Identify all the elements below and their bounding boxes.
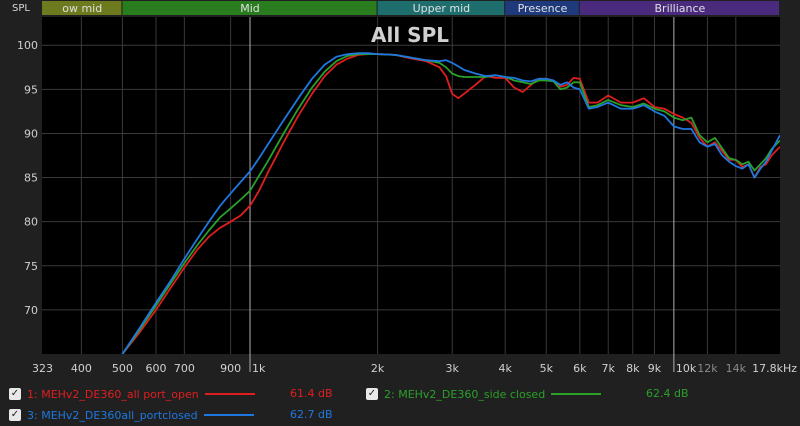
legend-label-series-2: 2: MEHv2_DE360_side closed [384, 387, 546, 401]
y-axis: 70 75 80 85 90 95 100 [17, 39, 38, 317]
x-tick-label-3k: 3k [446, 362, 460, 375]
checkbox-series-3[interactable]: ✓ [9, 409, 21, 421]
grid [42, 17, 780, 372]
band-3 [505, 1, 579, 15]
y-tick-label-70: 70 [24, 304, 38, 317]
legend-value-series-2: 62.4 dB [646, 387, 689, 400]
legend-value-series-3: 62.7 dB [290, 408, 333, 421]
legend-swatch-series-2 [551, 393, 602, 395]
legend-swatch-series-3 [203, 414, 254, 416]
band-label-0: ow mid [62, 2, 102, 15]
x-tick-label-600: 600 [145, 362, 166, 375]
x-tick-label-6k: 6k [573, 362, 587, 375]
x-tick-label-1k: 1k [252, 362, 266, 375]
legend-row-1: ✓ 1: MEHv2_DE360_all port_open 61.4 dB ✓… [0, 384, 800, 404]
x-tick-label-500: 500 [112, 362, 133, 375]
x-tick-label-400: 400 [71, 362, 92, 375]
x-tick-label-10k: 10k [676, 362, 697, 375]
checkbox-series-1[interactable]: ✓ [9, 388, 21, 400]
band-label-2: Upper mid [413, 2, 471, 15]
y-tick-label-100: 100 [17, 39, 38, 52]
series-line-2 [121, 53, 780, 354]
band-label-1: Mid [240, 2, 260, 15]
band-1 [122, 1, 377, 15]
x-tick-label-323: 323 [32, 362, 53, 375]
plot-area [42, 17, 780, 354]
chart-title: All SPL [371, 23, 449, 47]
legend-label-series-1: 1: MEHv2_DE360_all port_open [27, 387, 199, 401]
x-tick-label-900: 900 [220, 362, 241, 375]
band-2 [377, 1, 505, 15]
x-tick-label-12k: 12k [697, 362, 718, 375]
y-tick-label-75: 75 [24, 260, 38, 273]
x-tick-label-17.8kHz: 17.8kHz [752, 362, 797, 375]
x-tick-label-5k: 5k [540, 362, 554, 375]
legend-row-2: ✓ 3: MEHv2_DE360all_portclosed 62.7 dB [0, 405, 800, 425]
band-label-4: Brilliance [655, 2, 706, 15]
y-tick-label-80: 80 [24, 216, 38, 229]
x-tick-label-700: 700 [174, 362, 195, 375]
legend-item-series-3[interactable]: ✓ 3: MEHv2_DE360all_portclosed [9, 405, 254, 425]
y-axis-label: SPL [12, 3, 30, 14]
band-4 [579, 1, 779, 15]
legend-item-series-1[interactable]: ✓ 1: MEHv2_DE360_all port_open [9, 384, 255, 404]
legend-label-series-3: 3: MEHv2_DE360all_portclosed [27, 408, 198, 422]
legend-value-series-1: 61.4 dB [290, 387, 333, 400]
band-0 [42, 1, 122, 15]
series-lines [121, 52, 780, 354]
band-label-3: Presence [518, 2, 568, 15]
y-tick-label-85: 85 [24, 172, 38, 185]
x-tick-label-7k: 7k [602, 362, 616, 375]
x-axis: 323 400 500 600 700 900 1k 2k 3k 4k 5k 6k 7k 8k 9k 10k 1… [32, 362, 797, 375]
x-tick-label-9k: 9k [648, 362, 662, 375]
checkbox-series-2[interactable]: ✓ [366, 388, 378, 400]
x-tick-label-4k: 4k [499, 362, 513, 375]
x-tick-label-8k: 8k [626, 362, 640, 375]
spl-chart: ow mid Mid Upper mid Presence Brilliance SPL… [12, 1, 797, 375]
frequency-band-bar: ow mid Mid Upper mid Presence Brilliance [42, 1, 779, 15]
legend-item-series-2[interactable]: ✓ 2: MEHv2_DE360_side closed [366, 384, 602, 404]
y-tick-label-95: 95 [24, 83, 38, 96]
legend-swatch-series-1 [204, 393, 255, 395]
series-line-3 [121, 52, 780, 354]
y-tick-label-90: 90 [24, 127, 38, 140]
x-tick-label-14k: 14k [726, 362, 747, 375]
x-tick-label-2k: 2k [371, 362, 385, 375]
